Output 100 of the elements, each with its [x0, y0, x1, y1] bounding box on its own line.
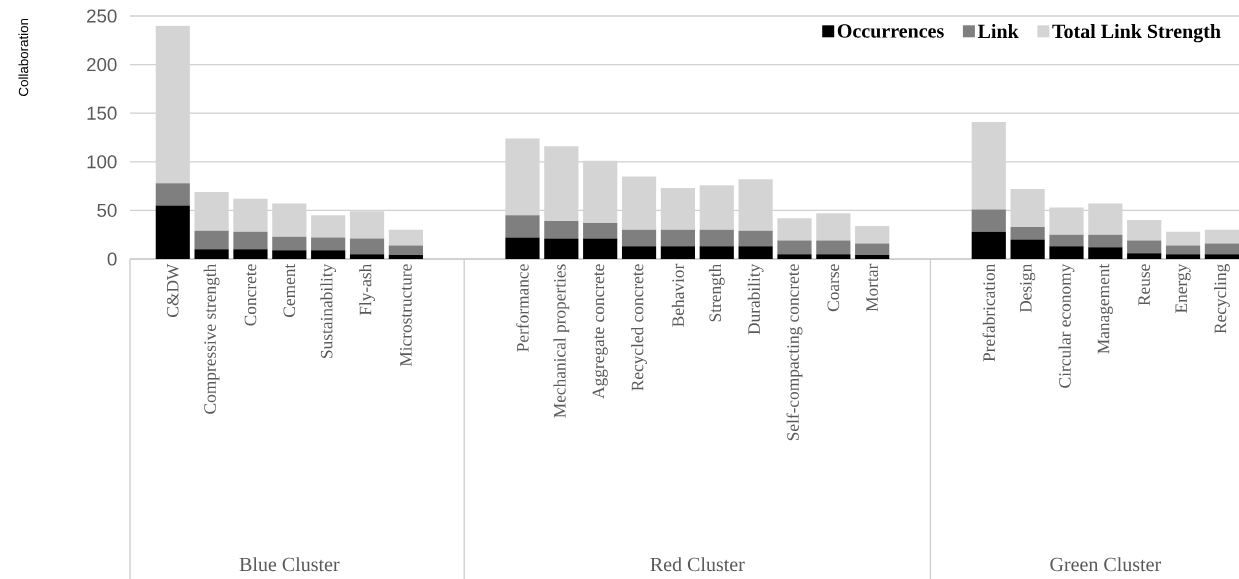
bar [660, 229, 695, 247]
bar [1204, 243, 1239, 255]
x-tick-label: Reuse [1138, 264, 1150, 306]
x-tick-label: Self-compacting concrete [786, 264, 803, 441]
bar [583, 160, 618, 224]
bar [194, 191, 229, 231]
bar [272, 203, 307, 237]
bar [699, 185, 734, 230]
bar [816, 213, 851, 241]
bar [855, 225, 890, 244]
x-tick-label: Management [1097, 263, 1113, 354]
bar [155, 205, 190, 259]
bar [660, 188, 695, 230]
bar [971, 231, 1006, 259]
x-tick-label: Behavior [671, 263, 684, 327]
bar [621, 229, 657, 247]
bar [544, 146, 579, 222]
bar [1088, 203, 1123, 235]
bar [583, 238, 618, 259]
bar [1049, 234, 1084, 247]
bar [1204, 254, 1239, 259]
bar [1049, 246, 1084, 259]
bar [1049, 207, 1084, 235]
bar [777, 218, 812, 241]
y-tick-label: 0 [107, 252, 117, 266]
y-tick-label: 150 [87, 106, 117, 120]
bar [699, 229, 734, 247]
bar [388, 229, 423, 246]
bar [272, 236, 307, 251]
bar [738, 179, 773, 231]
bar [1010, 226, 1045, 240]
x-tick-label: Mechanical properties [553, 264, 570, 418]
x-tick-label: Cement [283, 263, 296, 317]
bar [155, 183, 190, 206]
x-tick-label: Compressive strength [203, 263, 220, 414]
bar [233, 231, 268, 250]
legend-label: Link [977, 24, 1019, 38]
bar [816, 254, 851, 259]
text: Green Cluster [1050, 557, 1161, 572]
bar [194, 249, 229, 259]
x-tick-label: C&DW [166, 263, 179, 317]
bar [1010, 189, 1045, 227]
x-tick-label: Fly-ash [359, 263, 375, 316]
x-tick-label: Aggregate concrete [592, 264, 608, 399]
bar [1088, 234, 1123, 248]
x-tick-label: Sustainability [320, 263, 337, 358]
bar [311, 250, 346, 259]
y-tick-label: 50 [97, 203, 117, 218]
bar [699, 246, 734, 259]
bar [349, 238, 385, 255]
bar [311, 215, 346, 238]
bar [777, 254, 812, 259]
x-tick-label: Microstructure [400, 264, 412, 367]
bar [1127, 253, 1162, 259]
x-tick-label: Recycling [1214, 264, 1230, 334]
bar [621, 246, 657, 259]
bar [855, 255, 890, 259]
x-tick-label: Concrete [244, 264, 257, 326]
x-tick-label: Durability [747, 263, 764, 335]
x-tick-label: Strength [708, 263, 725, 322]
bar [1165, 231, 1201, 246]
bar [233, 249, 268, 259]
bar [1088, 247, 1123, 259]
bar [505, 215, 540, 238]
bar [233, 198, 268, 232]
bar [660, 246, 695, 259]
bar [738, 246, 773, 259]
bar [388, 245, 423, 256]
x-tick-label: Circular economy [1058, 263, 1075, 388]
bar [1204, 229, 1239, 244]
bar [855, 243, 890, 256]
y-tick-label: 200 [87, 57, 117, 72]
x-tick-label: Coarse [827, 264, 840, 312]
bar [349, 211, 385, 239]
bar [1127, 220, 1162, 241]
bar [1010, 239, 1045, 259]
legend-label: Occurrences [837, 24, 944, 38]
x-tick-label: Performance [516, 264, 529, 352]
bar [971, 121, 1006, 210]
bar [505, 237, 540, 259]
bar [1165, 254, 1201, 259]
x-tick-label: Mortar [866, 263, 878, 312]
bar [505, 138, 540, 216]
y-tick-label: 250 [87, 9, 117, 23]
legend-label: Total Link Strength [1052, 24, 1221, 43]
bar [1165, 245, 1201, 255]
bar [155, 25, 190, 184]
bar [272, 250, 307, 259]
x-tick-label: Prefabrication [982, 263, 995, 362]
y-tick-label: 100 [87, 155, 117, 169]
text: Blue Cluster [239, 557, 340, 572]
x-tick-label: Recycled concrete [631, 264, 647, 391]
bar [738, 230, 773, 247]
bar [777, 240, 812, 255]
bar [388, 255, 423, 259]
y-axis-title: Collaboration [18, 18, 29, 96]
bar [1127, 240, 1162, 254]
bar [816, 240, 851, 255]
text: Red Cluster [650, 557, 745, 572]
bar [544, 221, 579, 239]
